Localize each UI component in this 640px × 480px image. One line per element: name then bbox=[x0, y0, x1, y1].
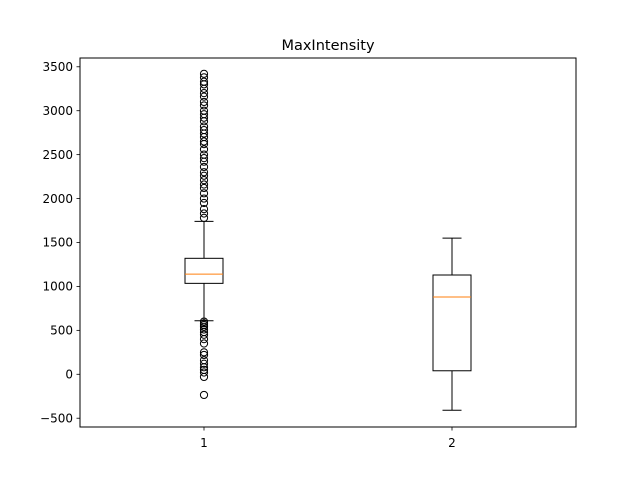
y-tick-label: 3000 bbox=[42, 104, 73, 118]
outlier-point bbox=[199, 137, 209, 146]
outlier-point bbox=[199, 205, 209, 214]
box-group bbox=[432, 237, 472, 411]
outlier-point bbox=[199, 359, 209, 368]
outlier-point bbox=[199, 183, 209, 193]
outlier-point bbox=[199, 365, 209, 374]
outlier-point bbox=[199, 89, 209, 98]
y-tick-label: 2000 bbox=[42, 192, 73, 206]
x-tick-label: 1 bbox=[200, 436, 208, 450]
outlier-point bbox=[199, 73, 209, 82]
y-tick-label: 2500 bbox=[42, 148, 73, 162]
box-iqr bbox=[432, 274, 472, 372]
outlier-point bbox=[199, 339, 209, 348]
outlier-point bbox=[199, 180, 209, 189]
y-axis: −500 0 500 1000 1500 2000 2500 3000 3500 bbox=[40, 60, 80, 425]
outlier-point bbox=[199, 154, 209, 163]
outlier-point bbox=[199, 145, 209, 154]
chart-title: MaxIntensity bbox=[281, 38, 375, 54]
outlier-point bbox=[199, 356, 209, 365]
plot-content bbox=[184, 69, 472, 411]
outlier-point bbox=[199, 101, 209, 110]
outlier-point bbox=[199, 194, 209, 203]
y-tick-label: 1000 bbox=[42, 280, 73, 294]
outlier-point bbox=[199, 213, 209, 222]
outlier-point bbox=[199, 122, 209, 131]
outlier-point bbox=[199, 390, 209, 400]
outlier-point bbox=[199, 125, 209, 135]
outlier-point bbox=[199, 168, 209, 177]
outlier-point bbox=[199, 198, 209, 208]
y-tick-label: 3500 bbox=[42, 60, 73, 74]
outlier-point bbox=[199, 162, 209, 172]
outlier-point bbox=[199, 171, 209, 180]
y-tick-label: −500 bbox=[40, 411, 73, 425]
plot-frame bbox=[79, 57, 577, 428]
box-group bbox=[184, 69, 224, 400]
outlier-point bbox=[199, 330, 209, 339]
outlier-point bbox=[199, 150, 209, 159]
outlier-point bbox=[199, 69, 209, 78]
outlier-point bbox=[199, 325, 209, 334]
x-tick-label: 2 bbox=[448, 436, 456, 450]
outlier-point bbox=[199, 77, 209, 86]
outlier-point bbox=[199, 189, 209, 198]
outlier-point bbox=[199, 106, 209, 115]
y-tick-label: 0 bbox=[65, 367, 73, 381]
outlier-point bbox=[199, 317, 209, 326]
outlier-point bbox=[199, 368, 209, 377]
outlier-point bbox=[199, 110, 209, 119]
y-tick-label: 1500 bbox=[42, 236, 73, 250]
y-tick-label: 500 bbox=[50, 324, 73, 338]
box-iqr bbox=[184, 257, 224, 284]
outlier-point bbox=[199, 348, 209, 357]
outlier-point bbox=[199, 176, 209, 185]
outlier-point bbox=[199, 97, 209, 107]
outlier-point bbox=[199, 350, 209, 360]
outlier-point bbox=[199, 92, 209, 101]
outlier-point bbox=[199, 209, 209, 218]
